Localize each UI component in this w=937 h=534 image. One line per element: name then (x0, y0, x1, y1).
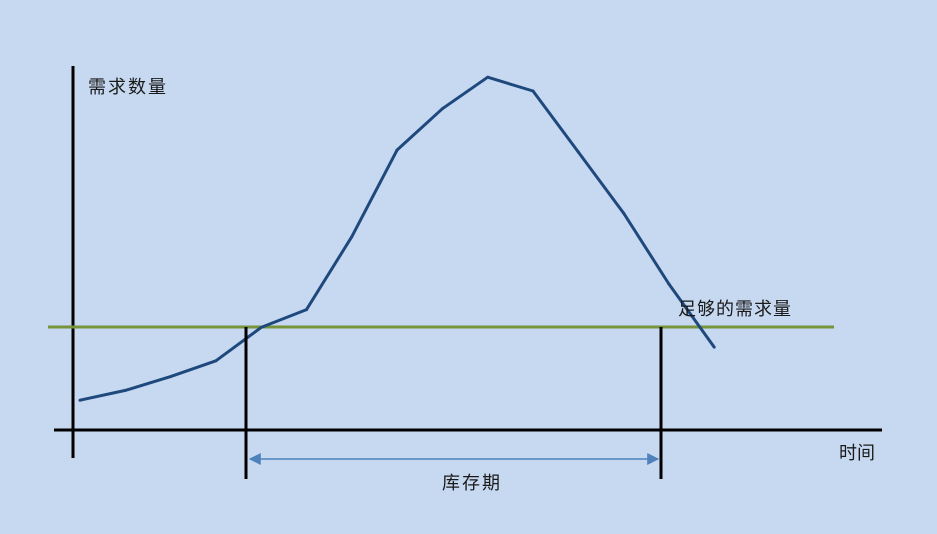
curve-point-3 (214, 359, 218, 363)
curve-point-5 (305, 308, 308, 312)
curve-point-7 (395, 148, 399, 152)
curve-point-11 (576, 150, 580, 154)
curve-point-8 (440, 107, 444, 111)
curve-point-12 (622, 211, 626, 215)
demand-curve (79, 75, 716, 402)
curve-point-10 (531, 89, 535, 93)
curve-point-2 (169, 375, 173, 379)
x-axis-label: 时间 (839, 443, 875, 464)
curve-point-13 (667, 282, 671, 286)
threshold-label: 足够的需求量 (678, 299, 792, 320)
y-axis-label: 需求数量 (88, 77, 168, 98)
period-label: 库存期 (442, 473, 502, 494)
curve-point-14 (712, 345, 716, 349)
curve-point-1 (123, 388, 127, 392)
curve-point-0 (78, 398, 82, 402)
curve-point-6 (350, 235, 354, 239)
curve-point-9 (486, 75, 490, 79)
curve-point-4 (259, 325, 263, 329)
